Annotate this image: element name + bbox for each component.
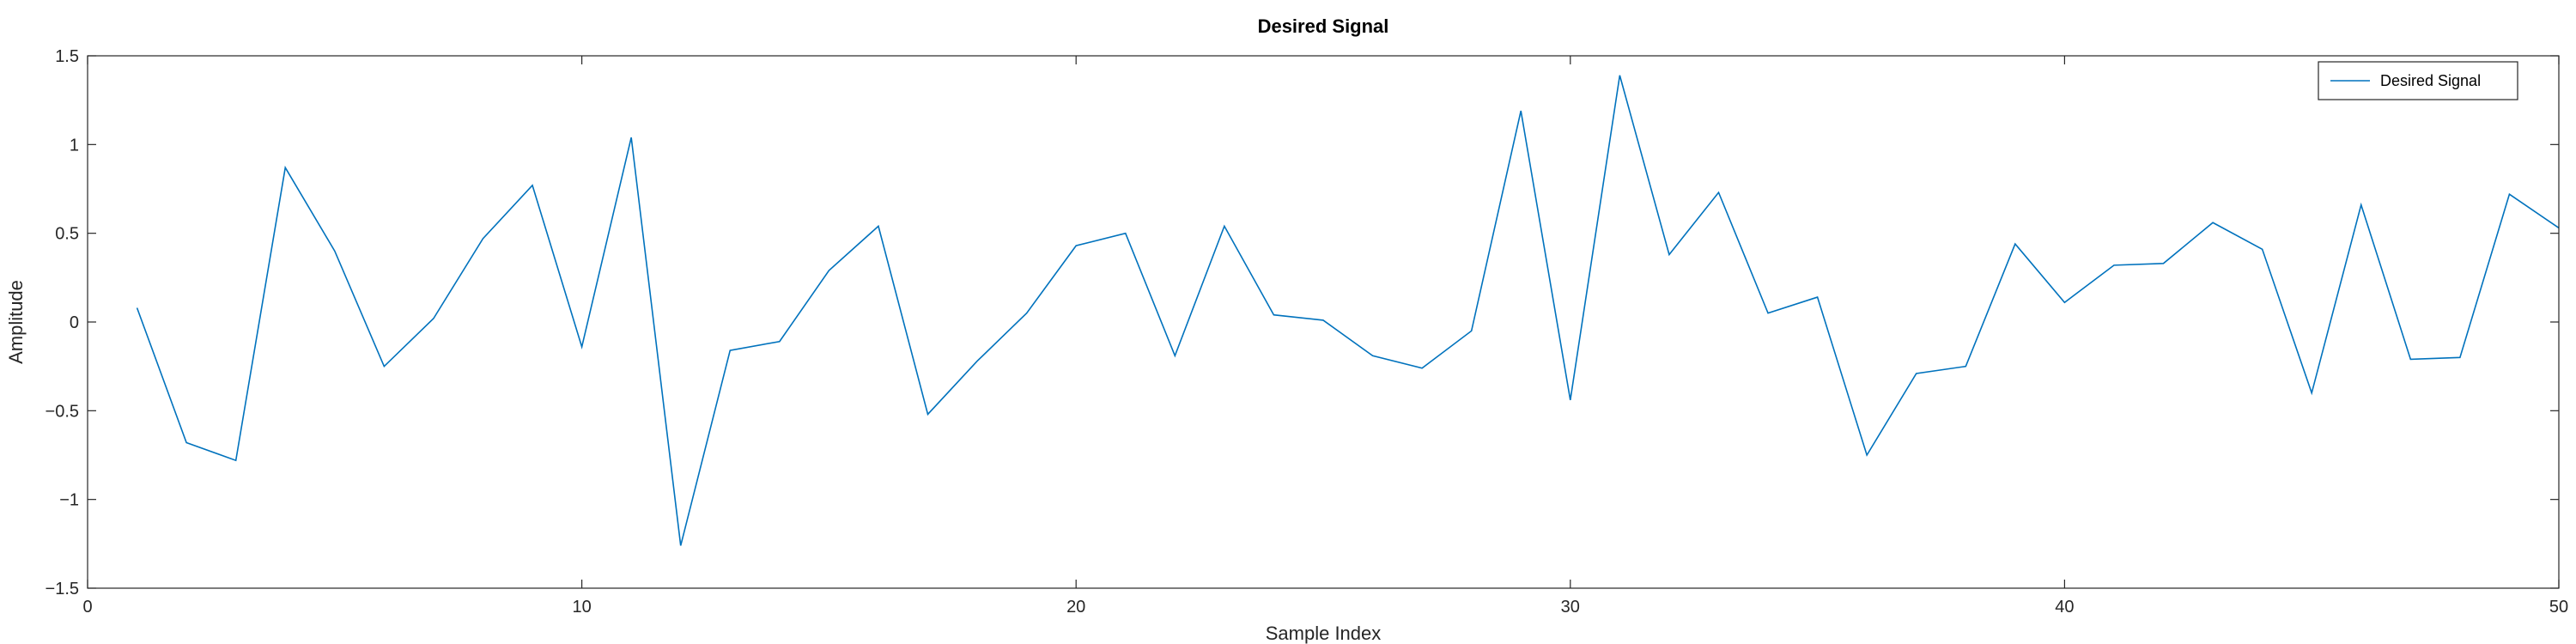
legend: Desired Signal [2318, 61, 2518, 100]
x-tick-label: 30 [1561, 598, 1580, 617]
y-tick-label: 0.5 [55, 225, 79, 244]
y-tick-label: −1 [59, 491, 79, 510]
legend-label: Desired Signal [2380, 72, 2481, 89]
y-tick-label: 0 [70, 313, 79, 332]
axes-group: 0 10 20 30 40 50 −1.5 −1 −0.5 0 0.5 1 1.5 [46, 47, 2569, 617]
x-tick-label: 50 [2549, 598, 2568, 617]
chart-title: Desired Signal [1258, 15, 1389, 37]
x-axis-label: Sample Index [1266, 623, 1382, 644]
plot-area [88, 56, 2559, 588]
y-tick-label: 1.5 [55, 47, 79, 66]
x-tick-label: 0 [82, 598, 92, 617]
y-tick-label: −0.5 [46, 402, 79, 421]
y-tick-label: 1 [70, 136, 79, 155]
x-tick-label: 10 [572, 598, 591, 617]
y-axis-label: Amplitude [5, 280, 27, 364]
plot-background [88, 56, 2559, 588]
series-line-0 [136, 75, 2560, 546]
x-tick-label: 20 [1066, 598, 1085, 617]
y-tick-label: −1.5 [46, 580, 79, 598]
x-tick-label: 40 [2055, 598, 2074, 617]
